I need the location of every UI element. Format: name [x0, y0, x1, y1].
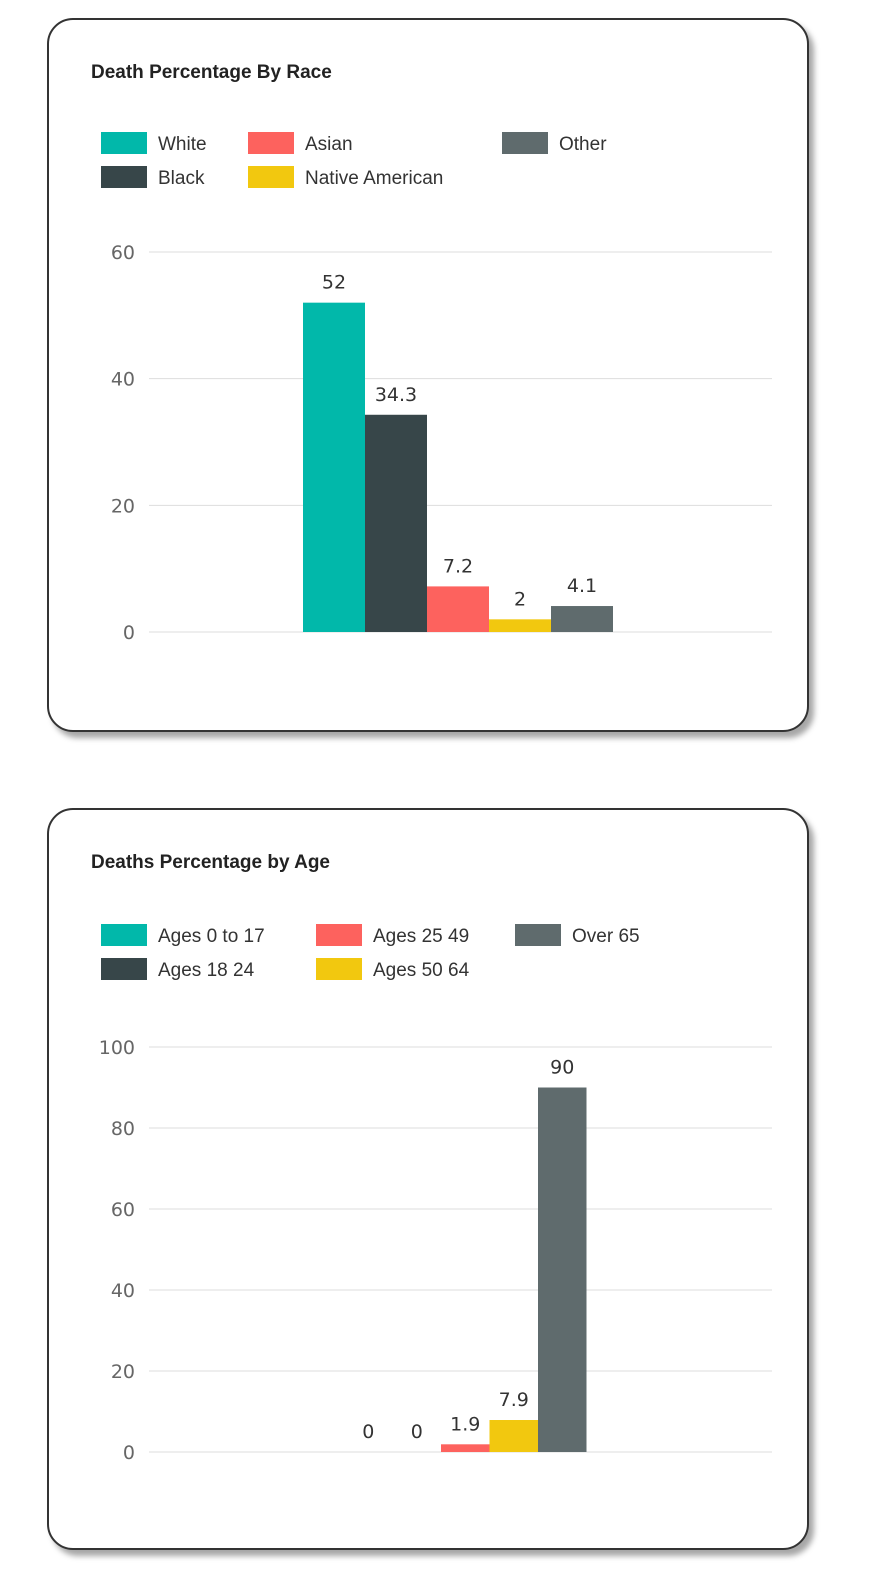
data-label: 0 — [362, 1421, 374, 1443]
y-tick-label: 60 — [111, 1199, 135, 1221]
y-tick-label: 100 — [99, 1037, 135, 1059]
y-tick-label: 40 — [111, 1280, 135, 1302]
legend-swatch — [101, 958, 147, 980]
bar-native-american — [489, 619, 551, 632]
data-label: 1.9 — [450, 1413, 480, 1435]
race-chart: White Black Asian Native American Other 0 20 40… — [101, 132, 772, 644]
bar-asian — [427, 586, 489, 632]
legend-label: Other — [559, 134, 607, 155]
bar-other — [551, 606, 613, 632]
bar-ages-25-49 — [441, 1444, 490, 1452]
y-tick-label: 20 — [111, 1361, 135, 1383]
legend-label: Ages 25 49 — [373, 926, 469, 947]
y-tick-label: 0 — [123, 1442, 135, 1464]
y-tick-label: 80 — [111, 1118, 135, 1140]
y-tick-label: 0 — [123, 622, 135, 644]
legend-swatch — [101, 924, 147, 946]
chart-title: Death Percentage By Race — [91, 62, 332, 83]
legend-label: Ages 0 to 17 — [158, 926, 265, 947]
age-chart-card: Deaths Percentage by Age Ages 0 to 17 Age… — [47, 808, 809, 1550]
data-label: 52 — [322, 272, 346, 294]
legend-label: White — [158, 134, 207, 155]
legend-label: Black — [158, 168, 205, 189]
legend-swatch — [316, 924, 362, 946]
legend-swatch — [502, 132, 548, 154]
data-label: 0 — [411, 1421, 423, 1443]
legend-label: Asian — [305, 134, 353, 155]
data-label: 7.9 — [499, 1389, 529, 1411]
y-tick-label: 60 — [111, 242, 135, 264]
data-label: 4.1 — [567, 575, 597, 597]
legend-swatch — [248, 132, 294, 154]
legend-label: Over 65 — [572, 926, 640, 947]
legend-swatch — [248, 166, 294, 188]
age-chart: Ages 0 to 17 Ages 18 24 Ages 25 49 Ages 50 … — [99, 924, 772, 1464]
legend-label: Native American — [305, 168, 443, 189]
legend-label: Ages 50 64 — [373, 960, 470, 981]
legend-swatch — [316, 958, 362, 980]
bar-ages-50-64 — [489, 1420, 538, 1452]
y-tick-label: 20 — [111, 495, 135, 517]
data-label: 90 — [550, 1057, 574, 1079]
legend-swatch — [101, 132, 147, 154]
race-chart-card: Death Percentage By Race White Black Asian… — [47, 18, 809, 732]
bar-white — [303, 302, 365, 632]
legend-swatch — [101, 166, 147, 188]
data-label: 34.3 — [375, 384, 417, 406]
chart-title: Deaths Percentage by Age — [91, 852, 330, 873]
bar-over-65 — [538, 1087, 587, 1452]
legend-label: Ages 18 24 — [158, 960, 255, 981]
bar-black — [365, 414, 427, 632]
y-tick-label: 40 — [111, 369, 135, 391]
data-label: 7.2 — [443, 555, 473, 577]
legend-swatch — [515, 924, 561, 946]
data-label: 2 — [514, 588, 526, 610]
